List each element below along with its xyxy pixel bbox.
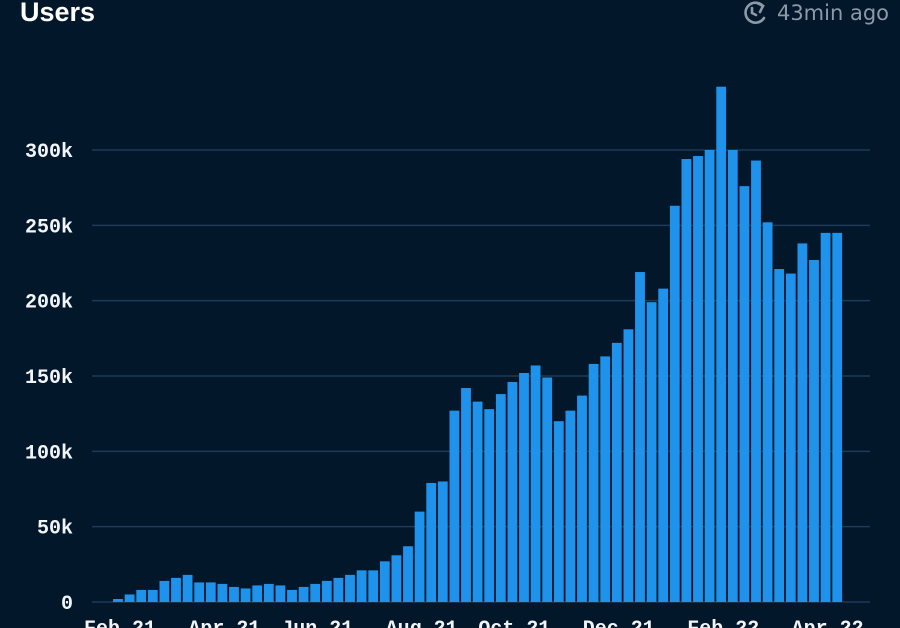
bar [379,561,390,602]
bar [240,588,251,602]
bar [252,585,263,602]
bar [310,583,321,602]
bar [182,574,193,602]
bar [345,574,355,602]
x-tick-label: Apr 21 [188,618,260,628]
bar [751,160,761,602]
bar [774,269,785,602]
bar [693,156,703,602]
bar [333,577,344,602]
bar [681,159,692,603]
x-tick-label: Jun 21 [281,618,353,628]
bar [263,583,274,602]
x-tick-label: Oct 21 [478,618,550,628]
y-tick-label: 300k [25,141,73,164]
bar [275,585,286,602]
x-tick-label: Feb 21 [84,618,156,628]
y-tick-label: 200k [25,292,73,315]
bar [472,401,483,602]
bar [739,186,750,602]
bar [321,580,332,602]
refresh-icon [744,1,766,24]
bar [147,589,158,602]
bar [437,481,448,602]
updated-time: 43min ago [777,1,889,25]
x-tick-label: Aug 21 [386,618,458,628]
bar [136,589,147,602]
bar [426,482,437,602]
bar [530,365,541,602]
bar [669,205,680,602]
bar [113,598,123,602]
y-tick-label: 150k [25,367,73,390]
bar [298,586,309,602]
bar [588,363,599,602]
bar [356,570,367,602]
bar [716,86,727,603]
bar [229,586,239,602]
bar [124,594,135,602]
bar [171,577,181,602]
bar [484,409,495,602]
bar [414,511,425,602]
x-tick-label: Dec 21 [583,618,655,628]
bar [205,582,216,602]
bar [646,302,657,602]
y-tick-label: 250k [25,216,73,239]
bar [287,589,297,602]
y-tick-label: 0 [61,593,73,616]
bar [553,421,564,602]
bar [727,150,738,602]
bar [194,582,205,602]
bar [704,150,715,602]
bar [368,570,379,602]
bar [820,232,831,602]
bar [785,273,796,602]
y-tick-label: 50k [37,518,73,541]
bar [832,232,843,602]
bar [797,243,808,602]
x-tick-label: Apr 22 [792,618,864,628]
y-tick-label: 100k [25,442,73,465]
bar [217,583,228,602]
bar [809,259,819,602]
bar [449,410,460,602]
x-tick-label: Feb 22 [687,618,759,628]
chart-title: Users [20,0,95,27]
bar [542,377,553,602]
bar [658,288,669,602]
bar [519,372,529,602]
bar [635,272,645,602]
bar [623,329,634,602]
bar [565,410,576,602]
bar [403,546,413,602]
bar [600,356,611,602]
bar [159,580,170,602]
bar [577,395,587,602]
bar [507,382,518,602]
bar [611,342,622,602]
bar [461,388,471,602]
bar [762,222,773,602]
bar [391,555,402,602]
bar [495,394,506,602]
